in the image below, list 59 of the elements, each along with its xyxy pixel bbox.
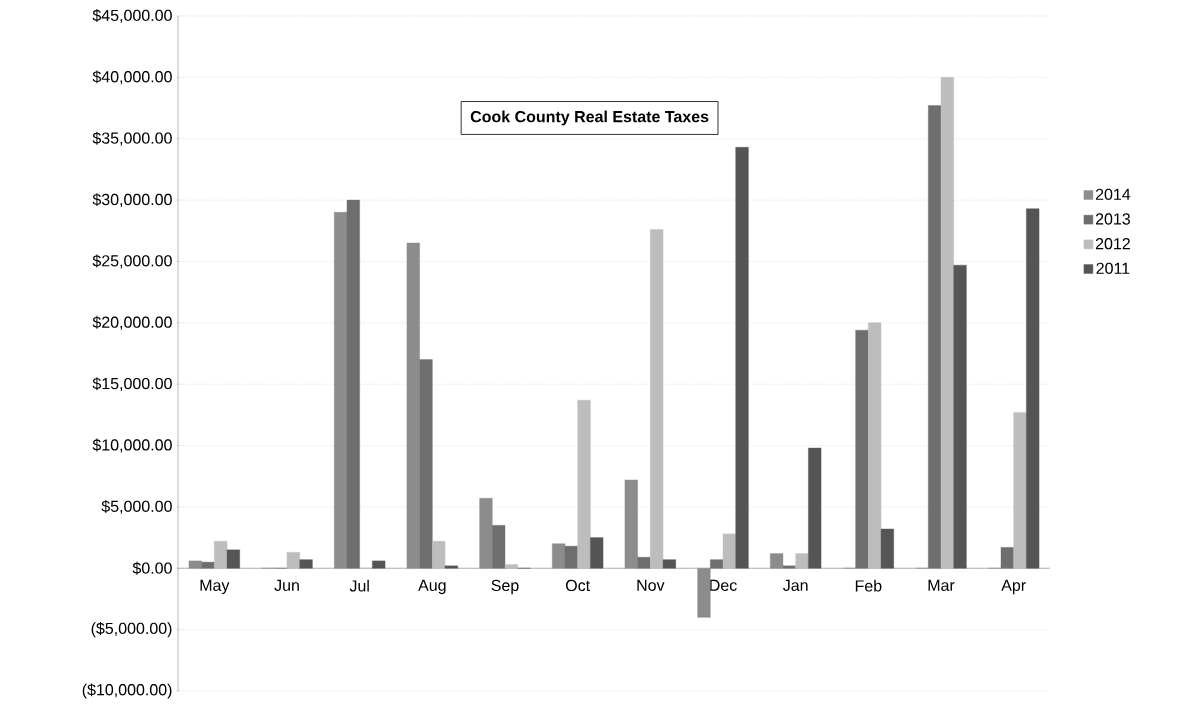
y-tick-label: $5,000.00 [101, 499, 172, 514]
bar [1000, 547, 1014, 569]
bar [419, 359, 433, 569]
bar [564, 545, 578, 569]
y-tick-label: $45,000.00 [92, 9, 172, 23]
bar [710, 559, 724, 569]
bar [855, 329, 869, 569]
y-tick-label: $15,000.00 [92, 377, 172, 392]
bar [334, 212, 348, 569]
bar [504, 564, 518, 569]
bar [795, 553, 809, 569]
text: Cook County Real Estate Taxes [470, 110, 709, 126]
bar [201, 561, 215, 569]
bar [928, 105, 942, 569]
bar [286, 552, 300, 569]
y-tick-label: ($5,000.00) [91, 622, 172, 638]
x-tick-label: Jun [274, 579, 299, 591]
y-tick-label: $20,000.00 [92, 315, 172, 330]
bar [782, 565, 796, 569]
bar [650, 229, 664, 569]
bar [406, 242, 420, 569]
legend-label: 2012 [1095, 238, 1130, 250]
x-tick-label: Mar [928, 579, 955, 591]
bar [1013, 412, 1027, 569]
bar [479, 498, 493, 569]
legend-label: 2014 [1095, 188, 1131, 200]
bar [492, 525, 506, 569]
bar [697, 568, 711, 618]
bar [722, 533, 736, 569]
x-tick-label: Jan [783, 579, 808, 591]
legend-label: 2013 [1095, 213, 1130, 225]
y-tick-label: $25,000.00 [92, 254, 172, 269]
y-tick-label: $30,000.00 [92, 193, 172, 208]
x-tick-label: Aug [418, 579, 446, 595]
x-tick-label: Apr [1001, 579, 1026, 595]
x-tick-label: Sep [491, 579, 519, 595]
y-tick-label: $0.00 [132, 561, 172, 575]
bar [346, 199, 360, 569]
y-tick-label: $40,000.00 [92, 70, 172, 85]
x-tick-label: Oct [565, 579, 590, 592]
y-tick-label: $10,000.00 [92, 438, 172, 453]
x-tick-label: Feb [855, 579, 882, 592]
x-tick-label: Jul [349, 579, 369, 592]
bar [940, 77, 954, 569]
x-tick-label: Nov [637, 579, 665, 591]
bar [577, 399, 591, 569]
x-tick-label: Dec [710, 579, 737, 591]
bar [552, 543, 566, 569]
bar [624, 479, 638, 569]
bar [188, 560, 202, 569]
y-tick-label: $35,000.00 [92, 131, 172, 146]
y-tick-label: ($10,000.00) [82, 683, 172, 699]
bar [214, 541, 228, 569]
bar [770, 553, 784, 569]
legend-label: 2011 [1096, 262, 1130, 274]
bar [637, 557, 651, 569]
bar [432, 541, 446, 569]
bar [868, 322, 882, 569]
x-tick-label: May [200, 579, 230, 595]
